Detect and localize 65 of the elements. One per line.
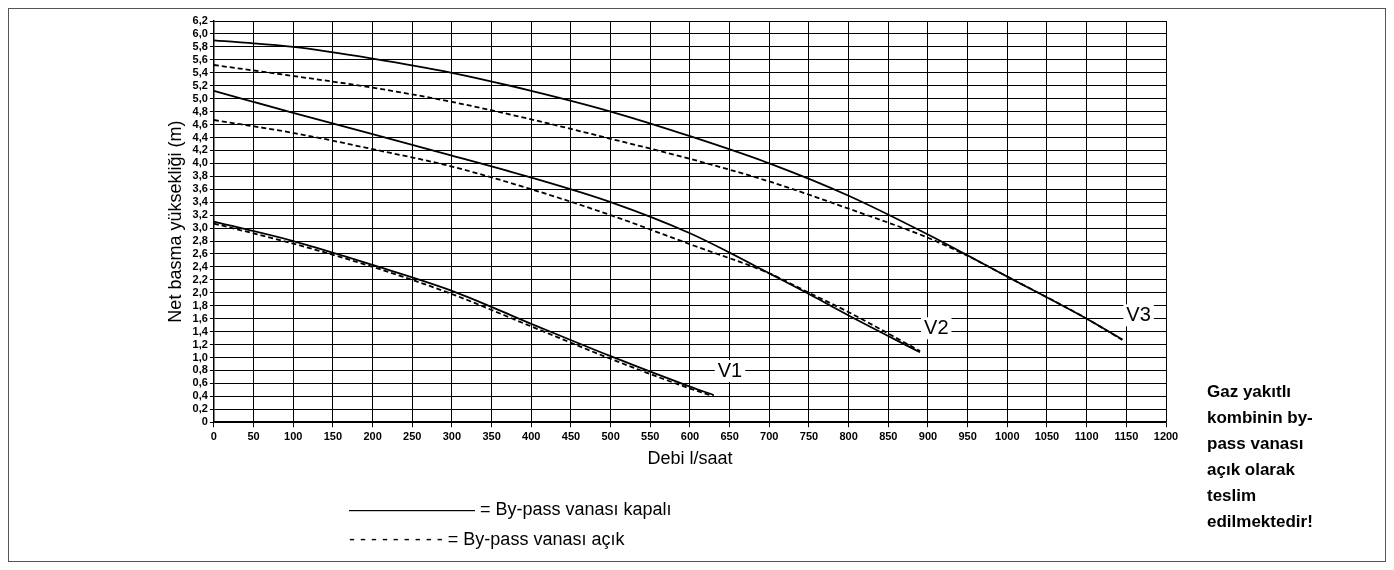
x-tick-label: 150 bbox=[323, 429, 343, 442]
text: Gaz yakıtlı kombinin by-pass vanası açık olarak teslim edilmektedir! bbox=[1207, 381, 1314, 533]
y-tick-label: 6,2 bbox=[192, 14, 208, 27]
x-tick-label: 600 bbox=[680, 429, 700, 442]
y-tick-label: 5,8 bbox=[192, 39, 208, 52]
x-tick-label: 1200 bbox=[1153, 429, 1179, 442]
y-tick-label: 3,2 bbox=[192, 208, 208, 221]
y-tick-label: 1,8 bbox=[192, 298, 208, 311]
x-axis-title: Debi l/saat bbox=[647, 448, 733, 469]
y-tick-label: 5,2 bbox=[192, 78, 208, 91]
series-label: V1 bbox=[717, 358, 743, 381]
x-tick-label: 550 bbox=[641, 429, 660, 442]
y-tick-label: 5,6 bbox=[192, 52, 208, 65]
x-tick-label: 1050 bbox=[1034, 429, 1060, 442]
y-tick-label: 1,0 bbox=[192, 350, 208, 363]
y-tick-label: 1,2 bbox=[192, 337, 208, 350]
y-tick-label: 1,6 bbox=[192, 311, 208, 324]
x-tick-label: 200 bbox=[363, 429, 382, 442]
x-tick-label: 800 bbox=[839, 429, 858, 442]
x-tick-label: 350 bbox=[482, 429, 501, 442]
y-tick-label: 0,6 bbox=[192, 376, 208, 389]
y-tick-label: 2,8 bbox=[192, 234, 208, 247]
y-tick-label: 3,6 bbox=[192, 182, 208, 195]
text: ——————— = By-pass vanası kapalı bbox=[348, 499, 672, 520]
x-tick-label: 0 bbox=[210, 429, 217, 442]
y-tick-label: 2,0 bbox=[192, 285, 208, 298]
y-tick-label: 0,2 bbox=[192, 402, 208, 415]
y-tick-label: 2,2 bbox=[192, 272, 208, 285]
y-axis-title: Net basma yüksekliği (m) bbox=[164, 120, 185, 323]
x-tick-label: 250 bbox=[403, 429, 422, 442]
x-tick-label: 500 bbox=[601, 429, 620, 442]
y-tick-label: 4,0 bbox=[192, 156, 208, 169]
y-tick-label: 5,0 bbox=[192, 91, 208, 104]
x-tick-label: 100 bbox=[284, 429, 303, 442]
series-label: V2 bbox=[924, 315, 949, 338]
y-tick-label: 3,4 bbox=[192, 195, 209, 208]
x-tick-label: 400 bbox=[522, 429, 541, 442]
y-tick-label: 4,4 bbox=[192, 130, 209, 143]
x-tick-label: 900 bbox=[918, 429, 938, 442]
x-tick-label: 300 bbox=[442, 429, 462, 442]
y-tick-label: 4,6 bbox=[192, 117, 208, 130]
y-tick-label: 2,4 bbox=[192, 259, 209, 272]
x-tick-label: 450 bbox=[561, 429, 581, 442]
y-tick-label: 0,8 bbox=[192, 363, 208, 376]
y-tick-label: 2,6 bbox=[192, 246, 208, 259]
x-tick-label: 50 bbox=[247, 429, 260, 442]
y-tick-label: 0 bbox=[201, 415, 208, 428]
x-tick-label: 650 bbox=[720, 429, 739, 442]
text: - - - - - - - - - = By-pass vanası açık bbox=[348, 529, 626, 550]
y-tick-label: 5,4 bbox=[192, 65, 209, 78]
y-tick-label: 3,0 bbox=[192, 221, 208, 234]
y-tick-label: 1,4 bbox=[192, 324, 209, 337]
y-tick-label: 4,2 bbox=[192, 143, 208, 156]
x-tick-label: 850 bbox=[879, 429, 898, 442]
y-tick-label: 3,8 bbox=[192, 169, 208, 182]
y-tick-label: 4,8 bbox=[192, 104, 208, 117]
y-tick-label: 6,0 bbox=[192, 26, 208, 39]
x-tick-label: 1150 bbox=[1114, 429, 1139, 442]
x-tick-label: 750 bbox=[799, 429, 819, 442]
x-tick-label: 700 bbox=[760, 429, 779, 442]
x-tick-label: 1100 bbox=[1074, 429, 1099, 442]
series-label: V3 bbox=[1126, 302, 1151, 325]
y-tick-label: 0,4 bbox=[192, 389, 209, 402]
x-tick-label: 950 bbox=[958, 429, 977, 442]
x-tick-label: 1000 bbox=[995, 429, 1020, 442]
